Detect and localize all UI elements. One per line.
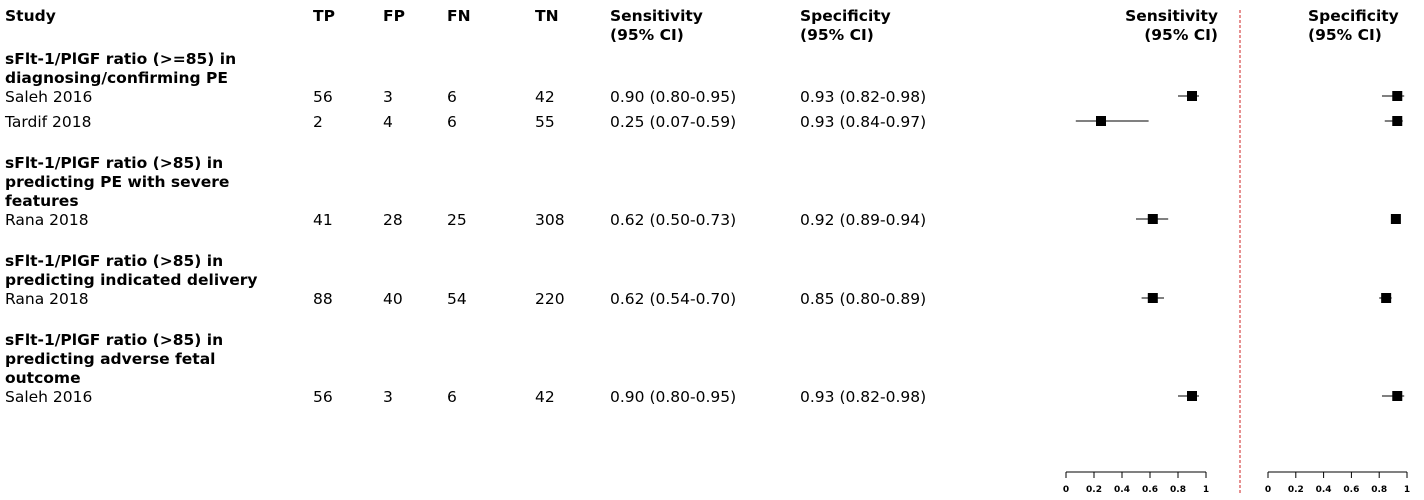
sensitivity-tick-label: 0.6 [1142, 485, 1158, 495]
plot-header-sensitivity: (95% CI) [1144, 26, 1218, 44]
specificity-ci-text: 0.93 (0.82-0.98) [800, 388, 926, 406]
study-name: Saleh 2016 [5, 388, 92, 406]
group-label: sFlt-1/PlGF ratio (>=85) in [5, 50, 236, 68]
sensitivity-point [1187, 391, 1197, 401]
tp-value: 56 [313, 88, 333, 106]
sensitivity-ci-text: 0.90 (0.80-0.95) [610, 388, 736, 406]
tn-value: 42 [535, 88, 555, 106]
header-fn: FN [447, 7, 471, 25]
header-tp: TP [313, 7, 335, 25]
group-label: predicting PE with severe [5, 173, 229, 191]
specificity-tick-label: 0.4 [1316, 485, 1332, 495]
fn-value: 6 [447, 388, 457, 406]
fn-value: 6 [447, 88, 457, 106]
sensitivity-point [1147, 293, 1158, 303]
group-label: features [5, 192, 79, 210]
specificity-ci-text: 0.93 (0.84-0.97) [800, 113, 926, 131]
group-label: sFlt-1/PlGF ratio (>85) in [5, 252, 223, 270]
study-name: Tardif 2018 [4, 113, 91, 131]
specificity-tick-label: 0.8 [1371, 485, 1387, 495]
tp-value: 41 [313, 211, 333, 229]
group-label: outcome [5, 369, 81, 387]
sensitivity-ci-text: 0.90 (0.80-0.95) [610, 88, 736, 106]
specificity-point [1392, 391, 1403, 401]
specificity-tick-label: 0.6 [1343, 485, 1359, 495]
sensitivity-ci-text: 0.62 (0.54-0.70) [610, 290, 736, 308]
sensitivity-ci-text: 0.62 (0.50-0.73) [610, 211, 736, 229]
specificity-ci-text: 0.92 (0.89-0.94) [800, 211, 926, 229]
sensitivity-tick-label: 0.8 [1170, 485, 1186, 495]
sensitivity-tick-label: 0 [1063, 485, 1069, 495]
header-specificity: (95% CI) [800, 26, 874, 44]
plot-header-specificity: (95% CI) [1308, 26, 1382, 44]
sensitivity-point [1147, 214, 1158, 224]
specificity-tick-label: 0 [1265, 485, 1271, 495]
tn-value: 55 [535, 113, 555, 131]
tn-value: 308 [535, 211, 565, 229]
fp-value: 4 [383, 113, 393, 131]
fp-value: 3 [383, 388, 393, 406]
specificity-point [1392, 116, 1403, 126]
tn-value: 42 [535, 388, 555, 406]
study-name: Saleh 2016 [5, 88, 92, 106]
tp-value: 88 [313, 290, 333, 308]
sensitivity-ci-text: 0.25 (0.07-0.59) [610, 113, 736, 131]
fn-value: 6 [447, 113, 457, 131]
header-fp: FP [383, 7, 405, 25]
fn-value: 54 [447, 290, 467, 308]
header-sensitivity: Sensitivity [610, 7, 703, 25]
sensitivity-point [1187, 91, 1197, 101]
specificity-point [1381, 293, 1392, 303]
specificity-ci-text: 0.85 (0.80-0.89) [800, 290, 926, 308]
header-tn: TN [535, 7, 559, 25]
study-name: Rana 2018 [5, 290, 89, 308]
tp-value: 2 [313, 113, 323, 131]
header-specificity: Specificity [800, 7, 891, 25]
sensitivity-point [1096, 116, 1106, 126]
group-label: predicting adverse fetal [5, 350, 215, 368]
group-label: sFlt-1/PlGF ratio (>85) in [5, 331, 223, 349]
plot-header-sensitivity: Sensitivity [1125, 7, 1218, 25]
sensitivity-tick-label: 1 [1203, 485, 1209, 495]
tn-value: 220 [535, 290, 565, 308]
header-study: Study [5, 7, 56, 25]
specificity-point [1392, 91, 1403, 101]
group-label: diagnosing/confirming PE [5, 69, 228, 87]
tp-value: 56 [313, 388, 333, 406]
specificity-tick-label: 1 [1404, 485, 1410, 495]
fn-value: 25 [447, 211, 467, 229]
sensitivity-tick-label: 0.2 [1086, 485, 1102, 495]
specificity-ci-text: 0.93 (0.82-0.98) [800, 88, 926, 106]
specificity-point [1390, 214, 1401, 224]
fp-value: 40 [383, 290, 403, 308]
header-sensitivity: (95% CI) [610, 26, 684, 44]
sensitivity-tick-label: 0.4 [1114, 485, 1130, 495]
study-name: Rana 2018 [5, 211, 89, 229]
fp-value: 28 [383, 211, 403, 229]
specificity-tick-label: 0.2 [1288, 485, 1304, 495]
group-label: predicting indicated delivery [5, 271, 258, 289]
group-label: sFlt-1/PlGF ratio (>85) in [5, 154, 223, 172]
plot-header-specificity: Specificity [1308, 7, 1399, 25]
fp-value: 3 [383, 88, 393, 106]
